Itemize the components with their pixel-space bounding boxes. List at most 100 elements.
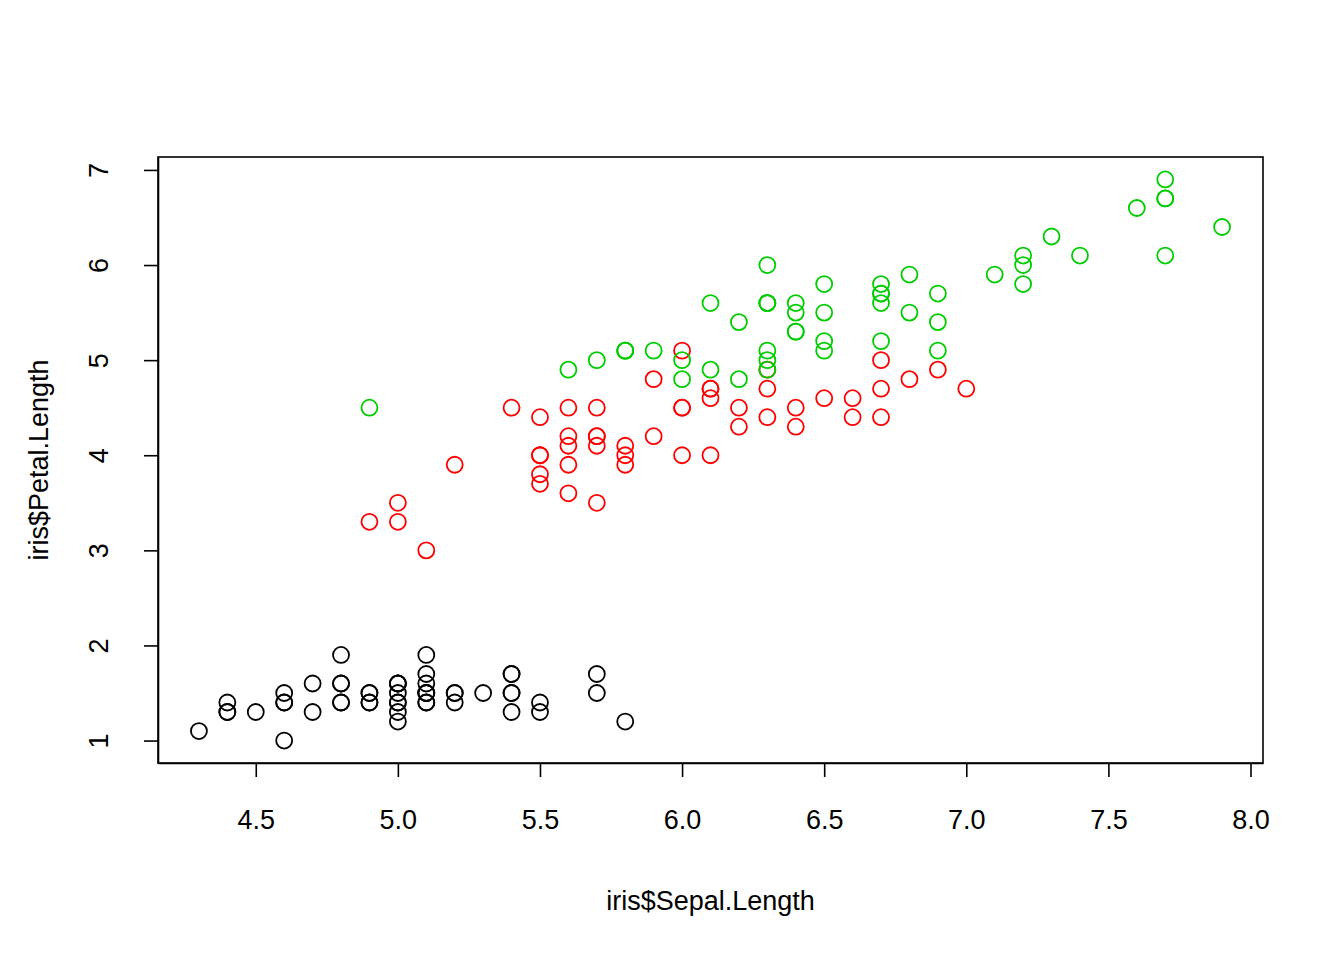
point [504, 666, 520, 682]
point [731, 371, 747, 387]
y-tick-mark [144, 740, 158, 742]
x-tick-mark [1108, 763, 1110, 777]
point [788, 295, 804, 311]
point [674, 400, 690, 416]
point [532, 695, 548, 711]
x-tick-label: 7.5 [1090, 805, 1128, 835]
point [589, 400, 605, 416]
point [731, 419, 747, 435]
point [418, 695, 434, 711]
point [788, 400, 804, 416]
point [390, 704, 406, 720]
point [1015, 257, 1031, 273]
point [617, 457, 633, 473]
point [361, 695, 377, 711]
x-tick-label: 7.0 [948, 805, 986, 835]
x-tick: 8.0 [1232, 763, 1270, 835]
point [475, 685, 491, 701]
point [504, 666, 520, 682]
point [759, 409, 775, 425]
point [674, 343, 690, 359]
point [845, 390, 861, 406]
point [816, 343, 832, 359]
point [1129, 200, 1145, 216]
x-tick-label: 5.0 [380, 805, 418, 835]
point [703, 362, 719, 378]
point [333, 675, 349, 691]
point [1157, 248, 1173, 264]
point [1157, 190, 1173, 206]
point [589, 685, 605, 701]
x-tick-label: 6.0 [664, 805, 702, 835]
point [617, 447, 633, 463]
point [532, 447, 548, 463]
point [418, 685, 434, 701]
point [674, 400, 690, 416]
point [759, 362, 775, 378]
point [1157, 190, 1173, 206]
x-tick-label: 5.5 [522, 805, 560, 835]
point [361, 400, 377, 416]
y-axis: 1234567 [84, 158, 159, 764]
point [703, 295, 719, 311]
point [987, 267, 1003, 283]
plot-frame [158, 157, 1263, 763]
point [674, 447, 690, 463]
y-tick-mark [144, 170, 158, 172]
x-tick: 6.5 [806, 763, 844, 835]
point [759, 343, 775, 359]
point [1072, 248, 1088, 264]
point [617, 438, 633, 454]
point [560, 400, 576, 416]
point [788, 324, 804, 340]
point [1214, 219, 1230, 235]
point [788, 419, 804, 435]
point [418, 695, 434, 711]
point [361, 685, 377, 701]
point [560, 362, 576, 378]
point [873, 381, 889, 397]
point [361, 514, 377, 530]
x-tick-label: 8.0 [1232, 805, 1270, 835]
x-tick: 6.0 [664, 763, 702, 835]
y-tick-label: 7 [84, 163, 114, 178]
point [759, 295, 775, 311]
point [333, 695, 349, 711]
point [305, 675, 321, 691]
point [390, 695, 406, 711]
point [617, 343, 633, 359]
point [1044, 229, 1060, 245]
point [930, 362, 946, 378]
point [191, 723, 207, 739]
x-axis-title: iris$Sepal.Length [606, 886, 815, 916]
point [589, 352, 605, 368]
points [191, 171, 1230, 748]
point [930, 286, 946, 302]
x-tick-mark [540, 763, 542, 777]
y-tick: 6 [84, 258, 158, 273]
point [646, 428, 662, 444]
point [447, 457, 463, 473]
point [788, 305, 804, 321]
x-tick: 5.5 [522, 763, 560, 835]
y-axis-title: iris$Petal.Length [24, 359, 54, 560]
x-tick-mark [966, 763, 968, 777]
point [1015, 248, 1031, 264]
point [816, 333, 832, 349]
y-tick: 5 [84, 353, 158, 368]
x-axis: 4.5 5.0 5.5 6.0 6.5 7.0 7.5 8.0 [159, 763, 1270, 835]
point [617, 343, 633, 359]
point [504, 704, 520, 720]
point [333, 647, 349, 663]
y-tick-mark [144, 265, 158, 267]
point [759, 257, 775, 273]
point [845, 409, 861, 425]
point [759, 295, 775, 311]
x-tick: 4.5 [237, 763, 275, 835]
point [276, 733, 292, 749]
point [532, 476, 548, 492]
point [390, 675, 406, 691]
point [1157, 171, 1173, 187]
point [731, 400, 747, 416]
point [504, 685, 520, 701]
